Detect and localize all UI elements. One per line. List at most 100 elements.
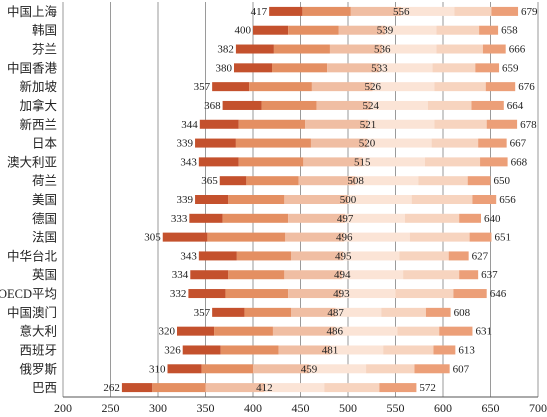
bar-segment	[379, 383, 417, 393]
bar-segment	[459, 213, 481, 223]
bar-segment	[220, 345, 279, 355]
value-label-high: 613	[458, 344, 475, 356]
category-label: 中华台北	[7, 248, 58, 263]
x-tick-label: 350	[197, 401, 215, 415]
bar-segment	[355, 176, 419, 186]
x-tick-label: 600	[434, 401, 452, 415]
bar-segment	[478, 138, 507, 148]
category-label: 法国	[32, 231, 57, 245]
bar-segment	[291, 307, 336, 317]
bar-segment	[309, 364, 367, 374]
category-label: 日本	[32, 137, 58, 151]
value-label-high: 651	[494, 232, 511, 244]
category-label: 加拿大	[19, 98, 57, 113]
bar-segment	[311, 82, 373, 92]
bar-segment	[235, 44, 274, 54]
bar-segment	[434, 82, 486, 92]
bar-segment	[285, 232, 345, 242]
bar-segment	[485, 82, 516, 92]
bar-segment	[471, 100, 504, 110]
category-label: 西班牙	[19, 343, 57, 357]
value-label-high: 658	[501, 25, 518, 37]
value-label-low: 305	[144, 232, 161, 244]
category-label: 中国香港	[7, 60, 58, 75]
bar-segment	[367, 138, 432, 148]
bar-segment	[345, 213, 405, 223]
bar-segment	[482, 44, 506, 54]
value-label-mean: 521	[360, 119, 377, 131]
x-tick-label: 300	[149, 401, 167, 415]
bar-segment	[272, 326, 335, 336]
value-label-high: 637	[481, 269, 498, 281]
bar-segment	[433, 345, 456, 355]
bar-segment	[459, 270, 479, 280]
bar-segment	[403, 270, 460, 280]
bar-segment	[436, 25, 480, 35]
bar-segment	[335, 307, 382, 317]
category-label: 芬兰	[32, 43, 57, 57]
value-label-low: 382	[217, 44, 234, 56]
bar-segment	[431, 138, 479, 148]
value-label-mean: 495	[335, 250, 352, 262]
bar-segment	[284, 195, 348, 204]
bar-segment	[228, 270, 285, 280]
value-label-low: 343	[180, 156, 197, 168]
bar-segment	[362, 157, 425, 167]
bar-segment	[236, 251, 291, 261]
bar-segment	[409, 232, 470, 242]
bar-segment	[238, 157, 304, 167]
x-tick-label: 450	[292, 401, 310, 415]
bar-segment	[432, 63, 476, 73]
bar-segment	[342, 270, 404, 280]
bar-segment	[222, 213, 289, 223]
bar-segment	[253, 364, 310, 374]
bar-segment	[121, 383, 153, 393]
bar-segment	[486, 119, 518, 129]
bar-segment	[341, 289, 396, 299]
value-label-mean: 459	[301, 363, 318, 375]
bar-segment	[264, 383, 325, 393]
x-tick-label: 200	[54, 401, 72, 415]
value-label-low: 262	[103, 382, 120, 394]
x-tick-label: 400	[244, 401, 262, 415]
category-label: 德国	[32, 211, 57, 226]
bar-segment	[370, 100, 428, 110]
bar-segment	[162, 232, 208, 242]
bar-segment	[253, 25, 289, 35]
category-label: 巴西	[32, 381, 57, 395]
bar-segment	[195, 195, 229, 204]
bar-segment	[436, 44, 483, 54]
bar-segment	[182, 345, 221, 355]
bar-segment	[385, 25, 437, 35]
bar-segment	[246, 176, 299, 186]
bar-segment	[198, 251, 237, 261]
bar-segment	[214, 326, 273, 336]
bar-segment	[350, 6, 402, 16]
value-label-high: 607	[453, 363, 470, 375]
value-label-mean: 539	[377, 25, 394, 37]
bar-segment	[480, 157, 508, 167]
bar-segment	[427, 100, 472, 110]
bar-segment	[238, 119, 306, 129]
value-label-mean: 481	[322, 344, 339, 356]
bar-segment	[195, 138, 236, 148]
bar-segment	[225, 289, 289, 299]
value-label-mean: 493	[333, 288, 350, 300]
value-label-high: 666	[509, 44, 526, 56]
value-label-low: 339	[177, 194, 194, 206]
value-label-low: 368	[204, 100, 221, 112]
value-label-low: 380	[216, 62, 233, 74]
bar-segment	[244, 307, 291, 317]
value-label-high: 659	[502, 62, 519, 74]
bar-segment	[367, 119, 435, 129]
bar-segment	[167, 364, 202, 374]
value-label-high: 667	[510, 138, 527, 150]
bar-segment	[395, 289, 454, 299]
bar-segment	[207, 232, 286, 242]
bar-segment	[298, 176, 356, 186]
value-label-low: 365	[201, 175, 218, 187]
bar-segment	[234, 63, 272, 73]
value-label-high: 650	[494, 175, 511, 187]
bar-segment	[475, 63, 500, 73]
value-label-mean: 526	[364, 81, 381, 93]
